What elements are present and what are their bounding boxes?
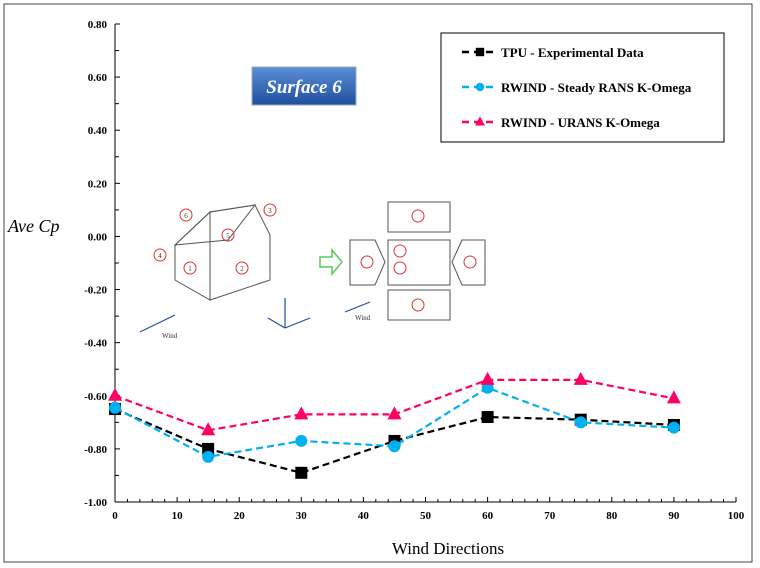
legend-marker — [475, 116, 485, 126]
data-point — [388, 440, 401, 453]
data-point — [573, 371, 588, 385]
x-tick-label: 90 — [668, 510, 680, 522]
diagram-label: 3 — [268, 207, 272, 215]
y-tick-label: -0.60 — [84, 391, 107, 403]
wind-label: Wind — [355, 314, 371, 322]
data-point — [201, 422, 216, 436]
y-axis-label: Ave Cp — [7, 216, 60, 236]
legend-marker — [475, 47, 485, 57]
x-tick-label: 40 — [358, 510, 370, 522]
data-point — [666, 390, 681, 404]
wind-label: Wind — [162, 332, 178, 340]
data-point — [202, 450, 215, 463]
data-point — [295, 466, 308, 479]
diagram-label: 1 — [188, 265, 192, 273]
x-tick-label: 10 — [172, 510, 184, 522]
data-point — [481, 411, 494, 424]
y-tick-label: -0.40 — [84, 338, 107, 350]
data-point — [574, 416, 587, 429]
data-point — [295, 434, 308, 447]
legend-marker — [475, 82, 485, 92]
x-tick-label: 100 — [728, 510, 745, 522]
legend-label: RWIND - Steady RANS K-Omega — [501, 80, 692, 95]
x-tick-label: 0 — [112, 510, 118, 522]
legend-label: RWIND - URANS K-Omega — [501, 115, 660, 130]
y-tick-label: 0.00 — [88, 231, 108, 243]
x-tick-label: 50 — [420, 510, 432, 522]
data-point — [294, 406, 309, 420]
data-point — [480, 371, 495, 385]
y-tick-label: 0.40 — [88, 125, 108, 137]
data-point — [387, 406, 402, 420]
surface-label-text: Surface 6 — [266, 77, 342, 98]
y-tick-label: 0.60 — [88, 72, 108, 84]
data-point — [667, 421, 680, 434]
y-tick-label: -1.00 — [84, 497, 107, 509]
y-tick-label: 0.20 — [88, 178, 108, 190]
diagram-label: 5 — [226, 232, 230, 240]
x-tick-label: 20 — [234, 510, 246, 522]
y-tick-label: 0.80 — [88, 19, 108, 31]
data-point — [108, 387, 122, 401]
legend: TPU - Experimental Data RWIND - Steady RA… — [440, 32, 725, 143]
x-axis-label: Wind Directions — [392, 539, 504, 558]
building-diagram: 6 3 5 4 1 2 Wind Wind — [139, 201, 486, 340]
x-tick-label: 60 — [482, 510, 494, 522]
x-tick-label: 80 — [606, 510, 618, 522]
diagram-label: 6 — [184, 212, 188, 220]
surface-label: Surface 6 — [251, 66, 357, 106]
chart-frame — [3, 3, 753, 563]
y-tick-label: -0.80 — [84, 444, 107, 456]
diagram-label: 4 — [158, 252, 162, 260]
x-tick-label: 70 — [544, 510, 556, 522]
diagram-label: 2 — [240, 265, 244, 273]
y-tick-label: -0.20 — [84, 285, 107, 297]
legend-label: TPU - Experimental Data — [501, 45, 644, 60]
x-tick-label: 30 — [296, 510, 308, 522]
data-point — [109, 401, 121, 414]
